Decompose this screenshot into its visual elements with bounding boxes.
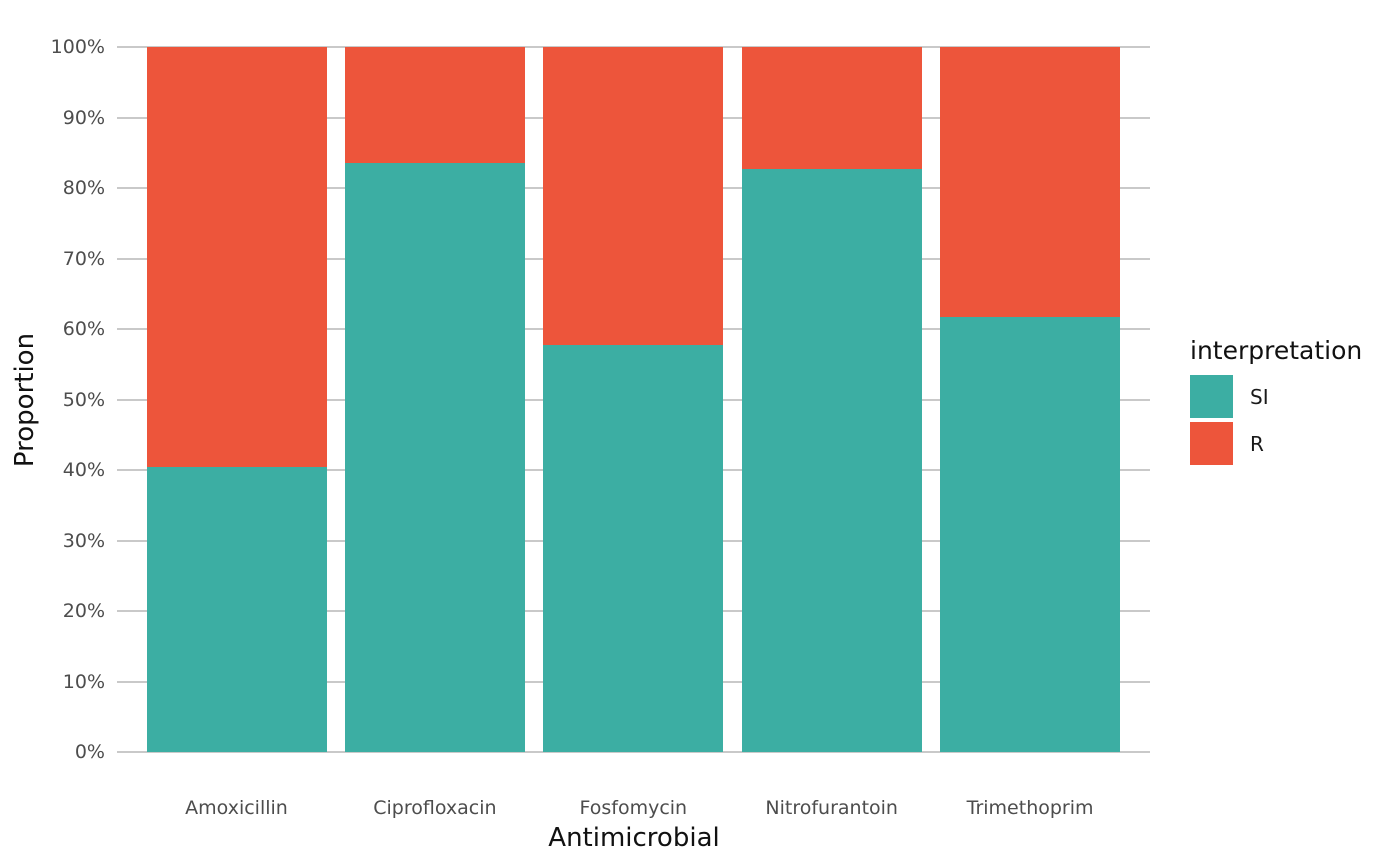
y-tick-label: 60% xyxy=(62,318,105,340)
plot-panel xyxy=(117,46,1150,753)
y-tick-label: 70% xyxy=(62,247,105,270)
legend-items: SI R xyxy=(1190,375,1362,465)
y-tick-label: 20% xyxy=(62,600,105,622)
bar-segment-si-ciprofloxacin xyxy=(344,163,525,752)
y-tick-label: 80% xyxy=(62,177,105,199)
legend: interpretation SI R xyxy=(1190,336,1362,469)
bar-ciprofloxacin xyxy=(344,47,525,752)
bars-container xyxy=(117,47,1150,752)
bar-amoxicillin xyxy=(146,47,327,752)
y-tick-label: 0% xyxy=(74,741,105,763)
bar-segment-r-amoxicillin xyxy=(146,47,327,468)
bar-segment-si-trimethoprim xyxy=(940,317,1121,752)
bar-segment-si-fosfomycin xyxy=(543,345,724,752)
y-tick-label: 30% xyxy=(62,529,105,552)
legend-key-swatch xyxy=(1190,422,1233,465)
x-tick-label: Fosfomycin xyxy=(579,797,688,819)
y-tick-label: 100% xyxy=(50,36,105,58)
y-tick-label: 40% xyxy=(62,459,105,481)
y-tick-label: 90% xyxy=(62,106,105,129)
legend-item-si: SI xyxy=(1190,375,1362,418)
x-tick-label: Nitrofurantoin xyxy=(765,797,898,819)
legend-title: interpretation xyxy=(1190,336,1363,365)
y-tick-label: 50% xyxy=(62,388,105,411)
bar-segment-si-amoxicillin xyxy=(146,467,327,752)
bar-segment-r-ciprofloxacin xyxy=(344,47,525,164)
gridline-0 xyxy=(117,751,1150,753)
x-axis-title: Antimicrobial xyxy=(548,823,720,853)
bar-segment-r-trimethoprim xyxy=(940,47,1121,317)
y-tick-label: 10% xyxy=(62,670,105,693)
bar-segment-si-nitrofurantoin xyxy=(741,168,922,752)
x-tick-label: Amoxicillin xyxy=(185,797,288,819)
legend-item-label: SI xyxy=(1250,384,1269,409)
legend-item-label: R xyxy=(1250,431,1264,456)
x-tick-label: Trimethoprim xyxy=(966,797,1094,819)
legend-item-r: R xyxy=(1190,422,1362,465)
bar-segment-r-nitrofurantoin xyxy=(741,47,922,169)
bar-segment-r-fosfomycin xyxy=(543,47,724,346)
bar-nitrofurantoin xyxy=(741,47,922,752)
legend-key-swatch xyxy=(1190,375,1233,418)
x-tick-label: Ciprofloxacin xyxy=(373,797,497,819)
bar-fosfomycin xyxy=(543,47,724,752)
bar-trimethoprim xyxy=(940,47,1121,752)
